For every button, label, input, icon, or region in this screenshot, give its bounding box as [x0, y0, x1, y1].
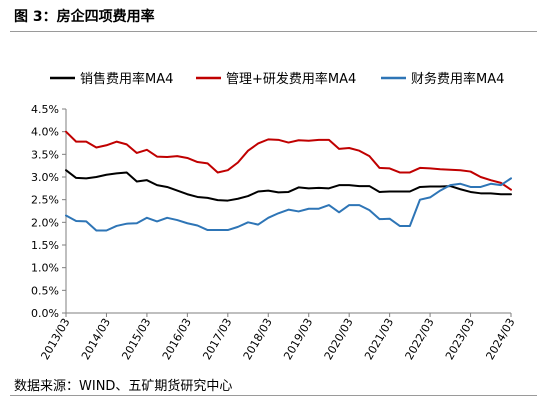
y-tick-label: 2.0%	[31, 216, 59, 229]
series-line-2	[65, 130, 512, 191]
x-tick-label: 2018/03	[241, 316, 275, 362]
x-tick-label: 2017/03	[200, 316, 234, 362]
figure-title: 图 3：房企四项费用率	[14, 9, 155, 25]
legend-label-1: 销售费用率MA4	[80, 71, 173, 87]
chart-legend: 销售费用率MA4 管理+研发费用率MA4 财务费用率MA4	[50, 71, 504, 87]
y-tick-label: 2.5%	[31, 194, 59, 207]
y-tick-label: 4.5%	[31, 103, 59, 116]
y-tick-label: 1.5%	[31, 239, 59, 252]
x-tick-label: 2020/03	[322, 316, 356, 362]
x-tick-label: 2023/03	[443, 316, 477, 362]
y-axis: 0.0% 0.5% 1.0% 1.5% 2.0% 2.5% 3.0% 3.5% 4.0% 4.5%	[31, 103, 67, 320]
plot-lines	[65, 130, 512, 232]
x-axis: 2013/03 2014/03 2015/03 2016/03 2017/03 2018/…	[38, 312, 518, 362]
y-tick-label: 4.0%	[31, 126, 59, 139]
y-tick-label: 0.5%	[31, 284, 59, 297]
x-tick-label: 2022/03	[403, 316, 437, 362]
y-tick-label: 3.0%	[31, 171, 59, 184]
x-tick-label: 2024/03	[483, 316, 517, 362]
x-tick-label: 2021/03	[362, 316, 396, 362]
title-divider	[10, 31, 537, 32]
series-line-3	[65, 177, 512, 232]
bottom-divider	[10, 395, 537, 396]
y-tick-label: 1.0%	[31, 262, 59, 275]
legend-label-3: 财务费用率MA4	[411, 71, 504, 87]
y-tick-label: 3.5%	[31, 148, 59, 161]
x-tick-label: 2013/03	[38, 316, 72, 362]
x-tick-label: 2015/03	[119, 316, 153, 362]
x-tick-label: 2019/03	[281, 316, 315, 362]
series-line-1	[65, 169, 512, 202]
legend-label-2: 管理+研发费用率MA4	[226, 71, 356, 87]
x-tick-label: 2014/03	[79, 316, 113, 362]
x-tick-label: 2016/03	[160, 316, 194, 362]
y-tick-label: 0.0%	[31, 307, 59, 320]
source-note: 数据来源：WIND、五矿期货研究中心	[14, 379, 233, 394]
